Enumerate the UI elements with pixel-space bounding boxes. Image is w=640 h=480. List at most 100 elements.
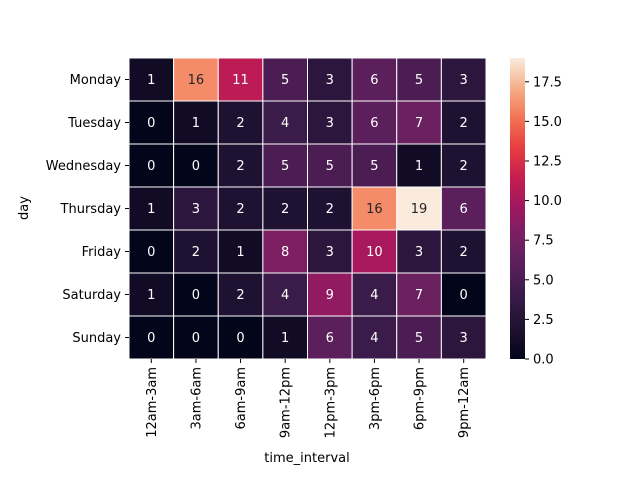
x-axis-label: time_interval xyxy=(264,451,349,466)
heatmap-cell xyxy=(440,315,487,360)
cell-value-label: 4 xyxy=(281,116,289,131)
cell-value-label: 7 xyxy=(415,116,423,131)
heatmap-cell xyxy=(217,315,264,360)
cell-value-label: 4 xyxy=(370,288,378,303)
cell-value-label: 1 xyxy=(147,202,155,217)
heatmap-cell xyxy=(262,229,308,274)
y-tick-label: Sunday xyxy=(72,331,121,346)
heatmap-cell xyxy=(396,186,442,231)
cell-value-label: 2 xyxy=(236,288,244,303)
cell-value-label: 16 xyxy=(366,202,383,217)
cell-value-label: 5 xyxy=(281,73,289,88)
heatmap-cell xyxy=(396,229,442,274)
heatmap-cell xyxy=(262,100,308,145)
cell-value-label: 3 xyxy=(460,331,468,346)
colorbar: 0.0 2.5 5.0 7.5 10.0 12.5 15.0 17.5 xyxy=(510,58,562,368)
colorbar-gradient xyxy=(510,58,525,359)
cell-value-label: 1 xyxy=(281,331,289,346)
y-tick-label: Friday xyxy=(82,245,122,260)
heatmap-cell xyxy=(307,315,353,360)
heatmap-cell xyxy=(351,272,398,317)
heatmap-cell xyxy=(351,100,398,145)
heatmap-cell xyxy=(217,186,264,231)
y-tick-label: Wednesday xyxy=(46,159,122,174)
x-tick-label: 3pm-6pm xyxy=(368,367,383,430)
colorbar-tick-label: 0.0 xyxy=(533,353,554,368)
cell-value-label: 1 xyxy=(147,73,155,88)
heatmap-cell xyxy=(128,57,175,102)
heatmap-cell xyxy=(173,57,219,102)
cell-value-label: 0 xyxy=(192,159,200,174)
cell-value-label: 2 xyxy=(236,202,244,217)
colorbar-tick-label: 7.5 xyxy=(533,234,554,249)
cell-value-label: 6 xyxy=(370,73,378,88)
y-axis-ticks: Monday Tuesday Wednesday Thursday Friday Satu… xyxy=(46,73,129,346)
cell-value-label: 2 xyxy=(460,116,468,131)
cell-value-label: 4 xyxy=(281,288,289,303)
cell-value-label: 6 xyxy=(460,202,468,217)
heatmap-cell xyxy=(351,315,398,360)
heatmap-cell-labels: 1 16 11 5 3 6 5 30 1 2 4 3 6 7 20 0 2 5 5 5 1 21 3 2 2 2 16 19 60 2 1 8… xyxy=(147,73,468,346)
heatmap-cells xyxy=(128,57,487,360)
cell-value-label: 2 xyxy=(281,202,289,217)
heatmap-cell xyxy=(307,143,353,188)
y-tick-label: Saturday xyxy=(62,288,121,303)
heatmap-cell xyxy=(307,272,353,317)
cell-value-label: 2 xyxy=(236,159,244,174)
x-tick-label: 3am-6am xyxy=(189,367,204,430)
cell-value-label: 11 xyxy=(232,73,249,88)
heatmap-cell xyxy=(217,143,264,188)
heatmap-cell xyxy=(351,143,398,188)
heatmap-cell xyxy=(173,100,219,145)
heatmap-cell xyxy=(440,143,487,188)
cell-value-label: 0 xyxy=(147,159,155,174)
cell-value-label: 3 xyxy=(326,116,334,131)
cell-value-label: 1 xyxy=(147,288,155,303)
heatmap-cell xyxy=(262,186,308,231)
cell-value-label: 2 xyxy=(326,202,334,217)
colorbar-tick-label: 2.5 xyxy=(533,313,554,328)
y-tick-label: Thursday xyxy=(60,202,122,217)
heatmap-cell xyxy=(351,57,398,102)
cell-value-label: 1 xyxy=(415,159,423,174)
x-tick-label: 6am-9am xyxy=(234,367,249,430)
x-tick-label: 9am-12pm xyxy=(279,367,294,438)
cell-value-label: 3 xyxy=(415,245,423,260)
x-tick-label: 12am-3am xyxy=(145,367,160,438)
cell-value-label: 5 xyxy=(415,331,423,346)
cell-value-label: 8 xyxy=(281,245,289,260)
colorbar-tick-label: 5.0 xyxy=(533,273,554,288)
cell-value-label: 3 xyxy=(326,73,334,88)
cell-value-label: 2 xyxy=(460,159,468,174)
x-tick-label: 9pm-12am xyxy=(457,367,472,438)
y-tick-label: Monday xyxy=(70,73,122,88)
x-axis-ticks: 12am-3am 3am-6am 6am-9am 9am-12pm 12pm-3pm 3p… xyxy=(145,359,472,438)
heatmap-cell xyxy=(440,229,487,274)
cell-value-label: 3 xyxy=(460,73,468,88)
colorbar-tick-label: 12.5 xyxy=(533,154,562,169)
heatmap-cell xyxy=(128,315,175,360)
heatmap-cell xyxy=(396,272,442,317)
cell-value-label: 2 xyxy=(236,116,244,131)
y-axis-label: day xyxy=(17,196,32,220)
x-tick-label: 12pm-3pm xyxy=(323,367,338,438)
heatmap-cell xyxy=(173,315,219,360)
colorbar-tick-label: 10.0 xyxy=(533,194,562,209)
heatmap-cell xyxy=(173,272,219,317)
x-tick-label: 6pm-9pm xyxy=(413,367,428,430)
cell-value-label: 0 xyxy=(192,331,200,346)
y-tick-label: Tuesday xyxy=(67,116,121,131)
cell-value-label: 16 xyxy=(188,73,205,88)
cell-value-label: 5 xyxy=(326,159,334,174)
heatmap-cell xyxy=(396,315,442,360)
cell-value-label: 1 xyxy=(236,245,244,260)
cell-value-label: 3 xyxy=(192,202,200,217)
colorbar-tick-label: 17.5 xyxy=(533,75,562,90)
cell-value-label: 19 xyxy=(411,202,428,217)
heatmap-cell xyxy=(440,272,487,317)
cell-value-label: 2 xyxy=(460,245,468,260)
cell-value-label: 0 xyxy=(147,331,155,346)
cell-value-label: 5 xyxy=(370,159,378,174)
heatmap-cell xyxy=(173,143,219,188)
